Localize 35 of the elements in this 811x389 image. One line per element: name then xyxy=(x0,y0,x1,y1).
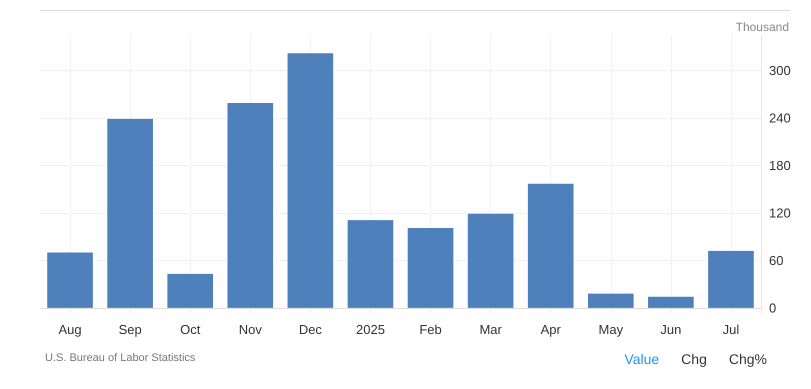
text: Chg% xyxy=(728,351,767,367)
text: Chg xyxy=(681,351,707,367)
bar xyxy=(227,103,274,308)
y-tick-label: 60 xyxy=(769,252,784,268)
y-tick-label: 120 xyxy=(769,205,791,220)
y-tick-label: 300 xyxy=(769,63,791,78)
text: Value xyxy=(624,351,660,367)
x-tick-label: Apr xyxy=(540,322,562,337)
y-axis-title: Thousand xyxy=(736,20,789,34)
x-tick-label: Dec xyxy=(298,322,322,337)
bar xyxy=(107,118,153,308)
bar xyxy=(348,220,394,308)
bar xyxy=(408,228,454,308)
x-tick-label: May xyxy=(598,322,624,337)
x-tick-label: Oct xyxy=(180,322,201,337)
bar xyxy=(47,252,93,308)
bar xyxy=(648,296,694,308)
bar xyxy=(468,214,514,308)
x-tick-label: Mar xyxy=(479,322,502,337)
x-tick-label: Nov xyxy=(238,322,262,337)
bar xyxy=(588,294,634,308)
text: U.S. Bureau of Labor Statistics xyxy=(45,352,196,364)
x-tick-label: 2025 xyxy=(356,322,385,337)
y-tick-label: 0 xyxy=(769,300,776,316)
x-tick-label: Feb xyxy=(419,322,442,337)
y-tick-label: 240 xyxy=(769,110,791,126)
x-tick-label: Jul xyxy=(722,322,740,337)
bar xyxy=(288,53,334,308)
x-tick-label: Sep xyxy=(118,322,142,337)
x-tick-label: Jun xyxy=(660,322,682,337)
bar xyxy=(708,250,754,308)
y-tick-label: 180 xyxy=(769,158,791,174)
x-tick-label: Aug xyxy=(58,322,82,337)
bar xyxy=(167,274,214,308)
bar xyxy=(528,184,574,308)
